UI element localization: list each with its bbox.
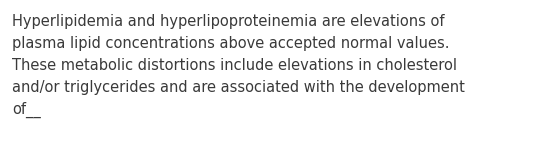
- Text: These metabolic distortions include elevations in cholesterol: These metabolic distortions include elev…: [12, 58, 457, 73]
- Text: Hyperlipidemia and hyperlipoproteinemia are elevations of: Hyperlipidemia and hyperlipoproteinemia …: [12, 14, 445, 29]
- Text: plasma lipid concentrations above accepted normal values.: plasma lipid concentrations above accept…: [12, 36, 450, 51]
- Text: and/or triglycerides and are associated with the development: and/or triglycerides and are associated …: [12, 80, 465, 95]
- Text: of__: of__: [12, 102, 41, 118]
